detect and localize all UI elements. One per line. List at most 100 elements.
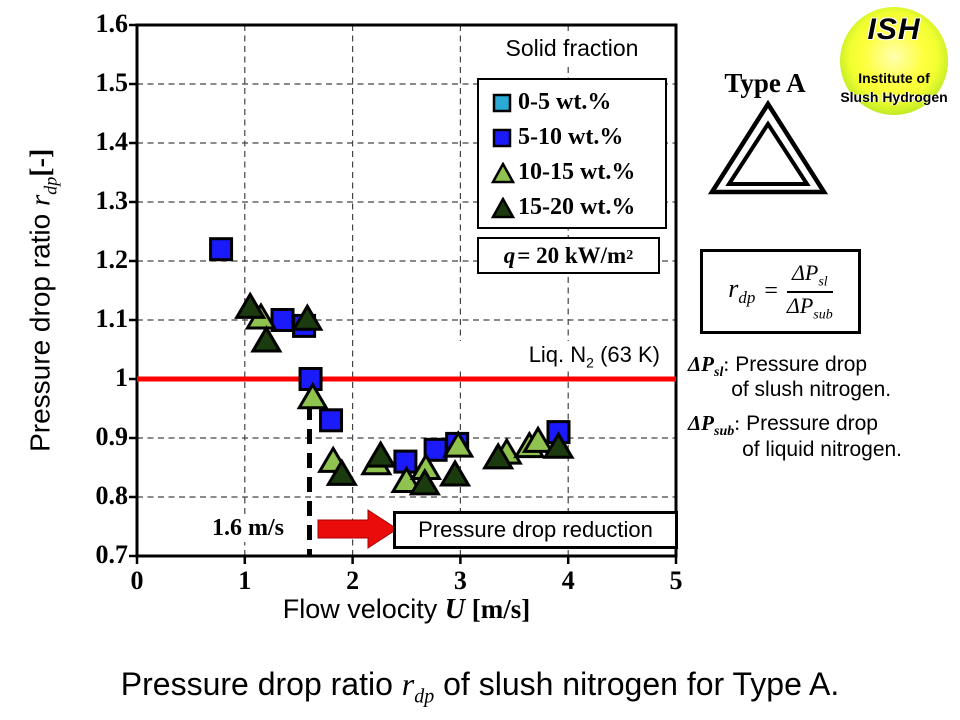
legend-item: 10-15 wt.% [491,155,665,190]
heat-flux-sup: 2 [626,247,634,263]
legend-item-label: 15-20 wt.% [518,194,636,220]
y-tick-label: 0.8 [95,481,129,510]
x-tick-label: 3 [453,566,467,595]
data-point-triangle [442,430,475,458]
definition-symbol: ΔPsub: [688,411,746,461]
formula-den-text: ΔP [786,292,814,318]
legend-item: 15-20 wt.% [491,190,665,225]
data-point-triangle [291,303,324,331]
pressure-drop-reduction-note: Pressure drop reduction [393,511,678,549]
def0-sym: ΔP [688,352,714,376]
definition-slush: ΔPsl: Pressure drop of slush nitrogen. [688,352,960,402]
definition-text: Pressure drop of slush nitrogen. [731,352,891,402]
ish-logo-line1: Institute of [858,70,930,86]
def1-sym: ΔP [688,411,714,436]
data-point-triangle [482,441,515,470]
def1-colon: : [734,411,741,436]
caption-pre: Pressure drop ratio [120,666,402,702]
x-tick-label: 4 [561,566,575,595]
y-tick-label: 0.7 [95,540,129,569]
y-tick-label: 1.3 [95,186,129,215]
liq-label-sub: 2 [586,354,594,371]
x-tick-label: 5 [669,566,683,595]
y-tick-label: 1.1 [95,304,129,333]
y-tick-label: 1.5 [95,68,129,97]
y-tick-label: 1 [115,363,128,392]
formula-num-text: ΔP [791,259,819,285]
y-axis-title: Pressure drop ratio rdp[-] [25,35,62,565]
legend-square-icon [492,93,512,112]
legend-item-label: 10-15 wt.% [518,159,636,185]
velocity-line-label: 1.6 m/s [196,515,300,542]
x-axis-title: Flow velocity U [m/s] [137,594,676,626]
formula-fraction: ΔPsl ΔPsub [787,259,833,323]
legend-item: 0-5 wt.% [491,85,665,120]
y-tick-label: 1.6 [95,9,129,38]
y-tick-label: 1.2 [95,245,129,274]
formula-lhs-var: r [728,274,739,304]
caption-sub: dp [414,685,435,708]
data-point-triangle [325,458,358,486]
x-tick-label: 2 [346,566,360,595]
legend-triangle-icon [491,196,515,218]
heat-flux-var: q [503,242,516,268]
caption-post: of slush nitrogen for Type A. [434,666,840,702]
x-tick-label: 0 [130,566,144,595]
data-point-triangle [542,431,575,459]
data-point-triangle [234,291,267,319]
definition-symbol: ΔPsl: [688,352,735,402]
data-point-triangle [521,425,555,453]
y-tick-label: 0.9 [95,422,129,451]
heat-flux-text: = 20 kW/m [517,242,627,268]
y-axis-title-sub: dp [40,176,61,195]
y-axis-title-unit: [-] [25,148,57,177]
ish-logo-line2: Slush Hydrogen [840,89,948,105]
def0-sub: sl [714,365,724,381]
definition-liquid: ΔPsub: Pressure drop of liquid nitrogen. [688,411,960,461]
legend-item: 5-10 wt.% [491,120,665,155]
ish-logo: ISH Institute of Slush Hydrogen [840,7,948,115]
y-axis-title-text: Pressure drop ratio [24,206,56,452]
def0-line2: of slush nitrogen. [731,378,892,402]
data-point-triangle [438,459,472,487]
caption-var: r [401,666,415,702]
y-tick-label: 1.4 [95,127,129,156]
x-tick-label: 1 [238,566,252,595]
def0-colon: : [723,352,730,376]
type-a-label: Type A [724,68,806,98]
data-point-triangle [408,467,441,496]
data-point-square [209,237,234,262]
heat-flux-annotation: q = 20 kW/m 2 [477,237,660,274]
figure-caption: Pressure drop ratio rdp of slush nitroge… [0,666,960,708]
def1-line1: Pressure drop [746,412,878,436]
symbol-definitions: ΔPsl: Pressure drop of slush nitrogen. Δ… [688,352,960,471]
legend: 0-5 wt.% 5-10 wt.% 10-15 wt.% 15-20 wt.% [477,78,667,229]
data-point-square [319,408,344,433]
data-point-triangle [364,440,397,468]
liq-label-post: (63 K) [593,342,660,367]
formula-lhs-sub: dp [738,288,756,308]
legend-item-label: 0-5 wt.% [518,89,612,115]
pressure-reduction-arrow-icon [317,509,398,549]
x-axis-title-text: Flow velocity [282,594,445,624]
liq-label-pre: Liq. N [528,342,587,367]
def1-sub: sub [714,424,735,440]
x-axis-title-var: U [444,594,466,625]
plot-border [135,23,678,558]
legend-title: Solid fraction [477,33,667,64]
legend-item-label: 5-10 wt.% [518,124,624,150]
legend-triangle-icon [491,161,515,183]
legend-square-icon [492,128,512,147]
def0-line1: Pressure drop [735,353,868,376]
x-axis-title-unit: [m/s] [465,594,531,624]
def1-line2: of liquid nitrogen. [742,437,903,461]
rdp-formula: rdp = ΔPsl ΔPsub [700,249,861,334]
formula-num-sub: sl [818,274,828,290]
formula-equals: = [764,278,778,304]
formula-denominator: ΔPsub [787,293,833,323]
data-point-triangle [296,381,329,410]
ish-logo-abbr: ISH [867,13,921,46]
reference-line-label: Liq. N2 (63 K) [440,341,662,372]
